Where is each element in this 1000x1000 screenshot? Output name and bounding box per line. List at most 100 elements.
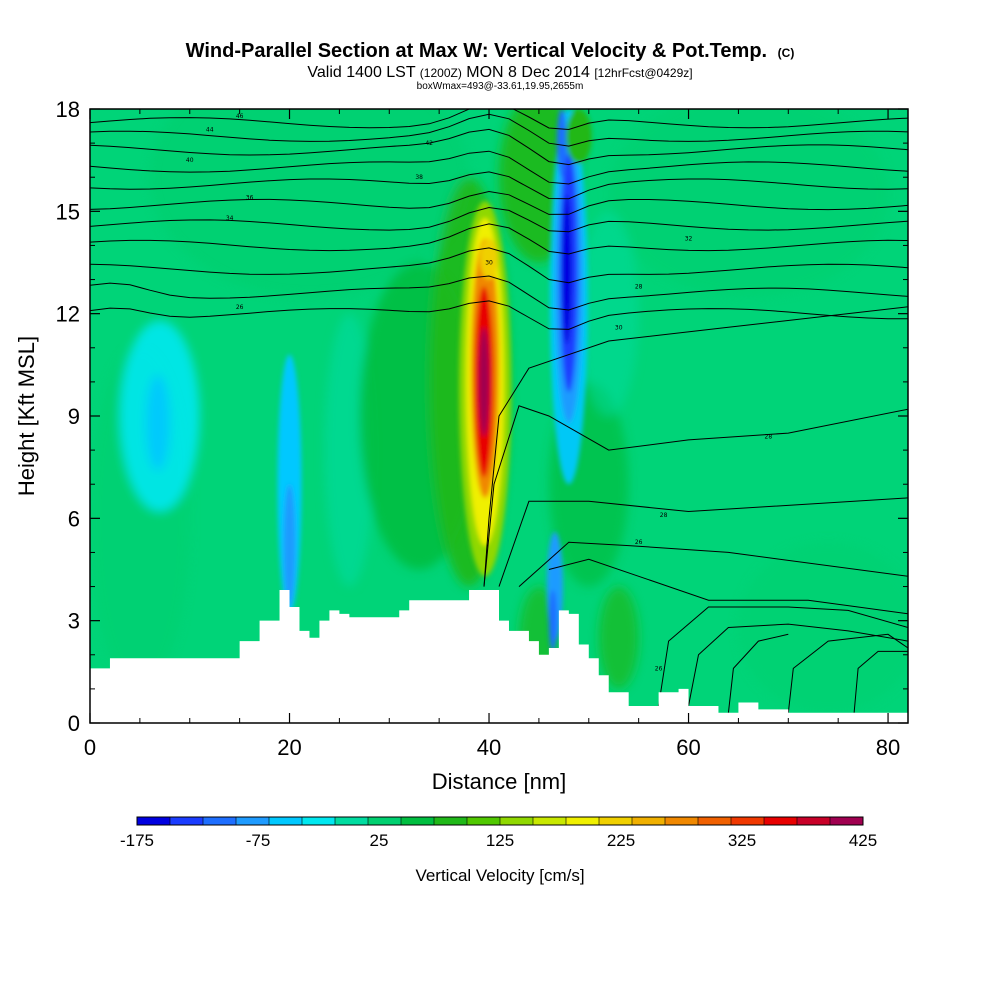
x-axis-label: Distance [nm] <box>432 769 567 794</box>
theta-contour-upper <box>90 171 908 200</box>
theta-contour-low2 <box>658 606 908 706</box>
upper-green-top-right <box>565 109 592 164</box>
x-tick-label: 80 <box>876 735 900 760</box>
colorbar-swatch <box>500 817 534 825</box>
contour-label: 46 <box>236 113 244 120</box>
theta-contours: 46 44 42 40 38 36 34 32 30 28 26 30 28 28 26 26 <box>90 109 908 713</box>
colorbar-tick-label: 25 <box>370 831 389 850</box>
field-far-right-low <box>738 542 908 713</box>
terrain <box>90 589 908 723</box>
y-tick-label: 15 <box>56 199 80 224</box>
colorbar-tick-label: 325 <box>728 831 756 850</box>
colorbar-swatch <box>764 817 798 825</box>
chart-subtitle-box: boxWmax=493@-33.61,19.95,2655m <box>417 81 584 92</box>
theta-contour-upper <box>90 275 908 311</box>
colorbar-swatch <box>830 817 864 825</box>
theta-contour-low5 <box>853 650 908 713</box>
contour-label: 34 <box>226 215 234 222</box>
colorbar-swatch <box>797 817 831 825</box>
theta-contour-upper <box>90 300 908 330</box>
theta-contour-low3 <box>688 623 908 706</box>
colorbar-swatch <box>566 817 600 825</box>
theta-contour-low1 <box>548 558 908 615</box>
colorbar-tick-label: -175 <box>120 831 154 850</box>
theta-contour-low6 <box>727 633 789 713</box>
theta-contour-mid1 <box>483 306 908 587</box>
colorbar-swatch <box>434 817 468 825</box>
contour-label: 28 <box>765 433 773 440</box>
field-right-cyan <box>578 211 639 416</box>
velocity-cores <box>277 109 592 652</box>
left-downdraft-blue <box>283 484 296 608</box>
contour-label: 26 <box>635 539 643 546</box>
contour-label: 28 <box>635 283 643 290</box>
colorbar-swatch <box>467 817 501 825</box>
colorbar-swatch <box>401 817 435 825</box>
x-tick-label: 0 <box>84 735 96 760</box>
theta-contour-mid2 <box>483 405 908 587</box>
theta-contour-upper <box>90 150 908 185</box>
colorbar-swatch <box>236 817 270 825</box>
contour-label: 32 <box>685 236 693 243</box>
y-tick-label: 0 <box>68 711 80 736</box>
theta-contour-upper <box>90 128 908 166</box>
colorbar-label: Vertical Velocity [cm/s] <box>415 866 584 885</box>
velocity-field <box>90 109 908 713</box>
theta-contour-upper <box>90 247 908 284</box>
contour-label: 26 <box>655 665 663 672</box>
colorbar-swatch <box>665 817 699 825</box>
contour-label: 42 <box>425 140 433 147</box>
theta-contour-upper <box>90 190 908 215</box>
colorbar-swatch <box>731 817 765 825</box>
contour-label: 44 <box>206 126 214 133</box>
chart-subtitle: Valid 1400 LST (1200Z) MON 8 Dec 2014 [1… <box>307 64 692 81</box>
colorbar-swatch <box>368 817 402 825</box>
colorbar-swatch <box>632 817 666 825</box>
x-tick-label: 40 <box>477 735 501 760</box>
contour-label: 36 <box>246 195 254 202</box>
colorbar-swatch <box>170 817 204 825</box>
updraft-core <box>479 327 490 437</box>
colorbar-swatch <box>302 817 336 825</box>
downdraft-top <box>556 109 567 178</box>
y-tick-label: 12 <box>56 302 80 327</box>
terrain-downdraft-core <box>548 589 557 652</box>
contour-label: 30 <box>615 324 623 331</box>
colorbar-swatch <box>599 817 633 825</box>
colorbar-swatch <box>335 817 369 825</box>
colorbar-swatch <box>533 817 567 825</box>
theta-contour-mid3 <box>498 497 908 587</box>
theta-contour-upper <box>90 206 908 233</box>
x-tick-label: 60 <box>676 735 700 760</box>
downdraft-core <box>561 194 572 345</box>
y-tick-label: 9 <box>68 404 80 429</box>
colorbar-tick-label: 425 <box>849 831 877 850</box>
y-tick-label: 6 <box>68 506 80 531</box>
x-tick-label: 20 <box>277 735 301 760</box>
colorbar-swatch <box>698 817 732 825</box>
colorbar-swatch <box>203 817 237 825</box>
colorbar-tick-label: 225 <box>607 831 635 850</box>
contour-label: 30 <box>485 260 493 267</box>
theta-contour-upper <box>90 113 908 147</box>
contour-label: 40 <box>186 157 194 164</box>
contour-label: 38 <box>415 174 423 181</box>
contour-label: 26 <box>236 304 244 311</box>
colorbar-tick-label: 125 <box>486 831 514 850</box>
y-axis-label: Height [Kft MSL] <box>14 336 39 496</box>
y-tick-label: 18 <box>56 97 80 122</box>
colorbar-swatch <box>137 817 171 825</box>
field-left-cyan-core <box>145 375 170 471</box>
colorbar-swatch <box>269 817 303 825</box>
field-upper-left <box>149 109 470 297</box>
theta-contour-upper <box>90 109 908 131</box>
terrain-fill <box>90 589 908 723</box>
colorbar-tick-label: -75 <box>246 831 271 850</box>
theta-contour-upper <box>90 223 908 255</box>
field-green-52 <box>598 586 639 689</box>
colorbar: -175 -75 25 125 225 325 425 <box>120 816 877 850</box>
chart-title: Wind-Parallel Section at Max W: Vertical… <box>186 40 795 62</box>
y-tick-label: 3 <box>68 609 80 634</box>
